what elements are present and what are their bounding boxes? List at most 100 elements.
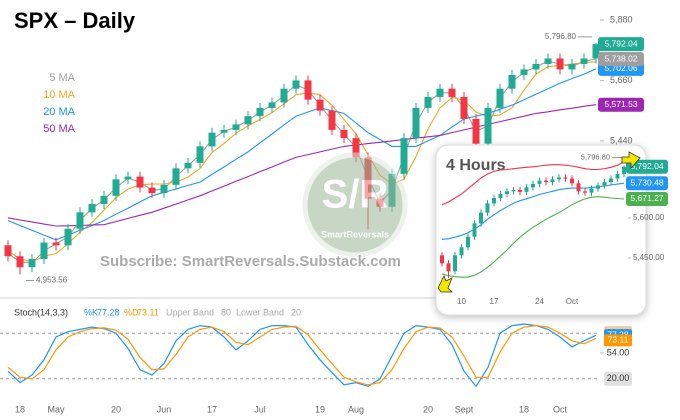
candle-body: [52, 242, 60, 246]
candle-body: [466, 236, 470, 248]
candle-body: [556, 58, 564, 70]
price-tag-label: 5,702.06: [604, 63, 637, 73]
candle-body: [184, 162, 192, 169]
candle-body: [592, 44, 600, 59]
inset-panel: 4 Hours 5,600.00 5,450.00 5,792.04 5,730.48 5…: [440, 153, 668, 306]
candle-body: [148, 187, 156, 194]
watermark: S/R SmartReversals: [302, 152, 408, 258]
candle-body: [532, 63, 540, 70]
price-tag: [598, 97, 644, 112]
value-tag-label: 73.11: [608, 335, 629, 345]
candle-body: [76, 212, 84, 229]
candle-body: [472, 118, 480, 144]
candle-body: [316, 99, 324, 111]
candle-body: [446, 263, 451, 272]
candle-body: [479, 212, 483, 224]
price-tag: [598, 37, 644, 52]
x-tick-label: 20: [423, 404, 433, 414]
candle-body: [511, 190, 516, 192]
candle-body: [340, 129, 348, 139]
x-tick-label: 20: [111, 404, 121, 414]
candle-body: [172, 168, 180, 185]
price-tag-label: 5,792.04: [604, 38, 637, 48]
y-tick-label: 54.00: [607, 347, 630, 357]
band-value: 80: [221, 307, 231, 317]
x-tick-label: Jul: [254, 404, 266, 414]
candle-body: [400, 138, 408, 174]
stoch-line: [7, 324, 597, 386]
ma-line: [7, 68, 597, 241]
price-tag-label: 5,571.53: [604, 99, 637, 109]
candle-body: [589, 188, 594, 193]
x-tick-label: 18: [15, 404, 25, 414]
candle-body: [508, 74, 516, 89]
band-name: Upper Band: [166, 307, 214, 317]
candle-body: [208, 132, 216, 147]
candle-body: [268, 102, 276, 108]
chart-title: SPX – Daily: [14, 8, 136, 33]
candle-body: [448, 88, 456, 97]
x-tick-label: 10: [457, 297, 466, 306]
candle-body: [124, 176, 132, 180]
logo-circle: [302, 152, 408, 258]
x-tick-label: Oct: [553, 404, 568, 414]
candle-body: [568, 63, 576, 70]
candle-body: [16, 256, 24, 268]
stoch-title: Stoch(14,3,3): [14, 307, 68, 317]
candle-body: [440, 255, 444, 264]
candle-body: [160, 184, 168, 194]
candle-body: [64, 228, 72, 246]
candle-body: [412, 107, 420, 139]
candle-body: [544, 180, 548, 182]
candle-body: [136, 176, 144, 188]
price-tag: [626, 159, 668, 174]
stoch-legend-value: 77.28: [97, 307, 120, 317]
ma-line: [7, 61, 597, 263]
legend-label: 10 MA: [43, 89, 75, 101]
x-tick-label: May: [47, 404, 65, 414]
candle-body: [609, 178, 613, 182]
price-tag: [626, 176, 668, 191]
candle-body: [520, 69, 528, 75]
candle-body: [112, 179, 120, 196]
candle-body: [472, 223, 477, 237]
x-tick-label: Jun: [157, 404, 172, 414]
candle-body: [524, 187, 529, 192]
arrow-icon: [621, 151, 641, 170]
daily-panel: 5,880 5,660 5,440 5,792.04 5,702.065,738.02 5…: [4, 14, 644, 414]
candle-body: [583, 191, 587, 193]
tick-box: [604, 371, 632, 386]
y-tick-label: 5,600.00: [633, 213, 665, 222]
candle-body: [256, 107, 264, 117]
candle-body: [557, 177, 561, 180]
candle-body: [531, 183, 535, 188]
y-tick-label: 5,440: [610, 135, 633, 145]
x-tick-label: 17: [207, 404, 217, 414]
inset-title: 4 Hours: [446, 157, 506, 174]
band-name: Lower Band: [236, 307, 284, 317]
candle-body: [4, 245, 12, 257]
candle-body: [485, 203, 490, 213]
candle-body: [328, 110, 336, 130]
annotation: 5,796.80: [581, 153, 610, 162]
price-tag-label: 5,671.27: [630, 193, 663, 203]
x-tick-label: Aug: [348, 404, 364, 414]
y-tick-label: 20.00: [607, 373, 630, 383]
price-tag: [626, 191, 668, 206]
y-tick-label: 5,450.00: [633, 253, 665, 262]
stoch-legend-name: %D: [124, 307, 139, 317]
candle-body: [244, 116, 252, 125]
candle-body: [40, 242, 48, 260]
y-tick-label: 5,660: [610, 75, 633, 85]
stoch-panel: Stoch(14,3,3) %K77.28 %D73.11 Upper Band 80 L…: [0, 297, 632, 388]
arrow-icon: [437, 275, 453, 293]
ma-line: [441, 161, 625, 206]
price-tag-label: 5,730.48: [630, 177, 663, 187]
ma-line: [7, 104, 597, 227]
ma-line: [441, 182, 625, 240]
x-tick-label: Oct: [566, 297, 579, 306]
candle-body: [88, 204, 96, 213]
ma-line: [441, 196, 625, 278]
candle-body: [570, 178, 574, 184]
